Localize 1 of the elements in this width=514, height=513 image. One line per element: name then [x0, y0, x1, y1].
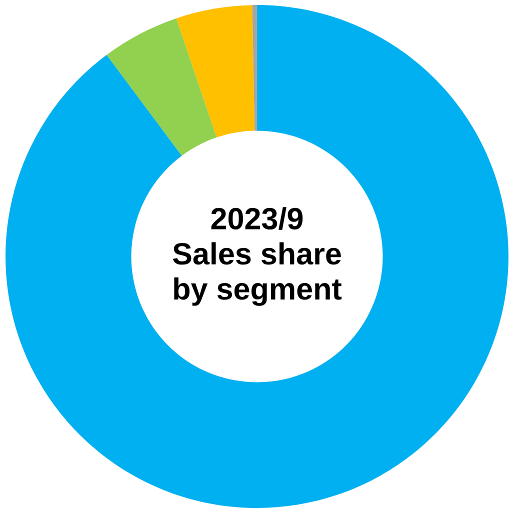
text: 2023/9 Sales share by segment [172, 207, 342, 306]
